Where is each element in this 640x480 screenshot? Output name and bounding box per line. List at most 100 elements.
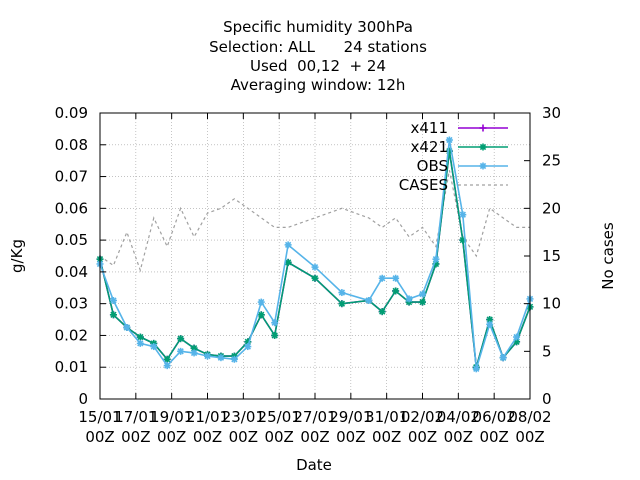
data-point-obs — [459, 211, 467, 219]
data-point-obs — [405, 295, 413, 303]
data-point-obs — [257, 298, 265, 306]
y2-tick-label: 30 — [542, 104, 561, 122]
legend-label-obs: OBS — [417, 157, 448, 175]
x-tick-date-label: 08/02 — [508, 408, 551, 426]
x-tick-hour-label: 00Z — [515, 428, 544, 446]
data-point-x421 — [378, 308, 386, 316]
x-tick-date-label: 27/01 — [293, 408, 336, 426]
data-point-x421 — [311, 274, 319, 282]
data-point-obs — [190, 349, 198, 357]
data-point-obs — [419, 290, 426, 298]
x-tick-hour-label: 00Z — [372, 428, 401, 446]
y-axis-ticks: 0 0.01 0.02 0.03 0.04 0.05 0.06 0.07 0.08 0.09 — [55, 104, 106, 408]
x-tick-date-label: 15/01 — [78, 408, 121, 426]
x-tick-hour-label: 00Z — [121, 428, 150, 446]
y-tick-label: 0.04 — [55, 263, 88, 281]
data-point-x421 — [338, 300, 346, 308]
y-tick-label: 0.02 — [55, 326, 88, 344]
x-tick-date-label: 17/01 — [114, 408, 157, 426]
x-tick-hour-label: 00Z — [300, 428, 329, 446]
data-point-obs — [271, 319, 279, 327]
y2-axis-ticks: 0 5 10 15 20 25 30 — [524, 104, 561, 408]
y-tick-label: 0.07 — [55, 168, 88, 186]
data-point-obs — [150, 343, 158, 351]
data-point-obs — [109, 296, 117, 304]
y-axis-label: g/Kg — [8, 239, 26, 273]
data-point-obs — [486, 320, 494, 328]
y-tick-label: 0.01 — [55, 358, 88, 376]
y2-tick-label: 0 — [542, 390, 552, 408]
y2-tick-label: 5 — [542, 342, 552, 360]
x-tick-hour-label: 00Z — [444, 428, 473, 446]
data-point-obs — [136, 339, 144, 347]
x-tick-date-label: 23/01 — [222, 408, 265, 426]
y-tick-label: 0.05 — [55, 231, 88, 249]
legend-marker-obs — [479, 162, 487, 170]
x-tick-date-label: 02/02 — [401, 408, 444, 426]
y2-tick-label: 15 — [542, 247, 561, 265]
data-point-obs — [378, 274, 386, 282]
x-tick-hour-label: 00Z — [229, 428, 258, 446]
data-point-x421 — [392, 287, 400, 295]
data-point-x421 — [136, 333, 144, 341]
chart-title: Specific humidity 300hPa Selection: ALL … — [209, 18, 427, 94]
x-tick-hour-label: 00Z — [85, 428, 114, 446]
data-point-obs — [432, 255, 440, 263]
data-point-x421 — [190, 344, 198, 352]
legend-marker-x421 — [479, 143, 487, 151]
y2-axis-label: No cases — [599, 222, 617, 290]
data-point-obs — [204, 352, 211, 360]
series-line-x421 — [99, 150, 531, 368]
data-point-obs — [338, 289, 346, 297]
data-point-obs — [244, 343, 252, 351]
y-tick-label: 0.08 — [55, 136, 88, 154]
data-point-obs — [284, 241, 292, 249]
title-line-4: Averaging window: 12h — [231, 76, 406, 94]
data-point-x421 — [177, 335, 185, 343]
x-tick-date-label: 06/02 — [473, 408, 516, 426]
y2-tick-label: 10 — [542, 295, 561, 313]
data-point-obs — [365, 296, 373, 304]
x-axis-ticks: 15/0100Z17/0100Z19/0100Z21/0100Z23/0100Z… — [78, 113, 552, 446]
data-point-obs — [392, 274, 400, 282]
x-tick-date-label: 04/02 — [437, 408, 480, 426]
y-tick-label: 0.09 — [55, 104, 88, 122]
legend-label-cases: CASES — [399, 176, 448, 194]
series-layer — [96, 136, 534, 373]
x-tick-date-label: 21/01 — [186, 408, 229, 426]
x-axis-label: Date — [296, 456, 332, 474]
data-point-x421 — [109, 311, 117, 319]
data-point-obs — [513, 333, 521, 341]
y2-tick-label: 25 — [542, 152, 561, 170]
y-tick-label: 0.06 — [55, 199, 88, 217]
legend-label-x411: x411 — [410, 119, 448, 137]
legend-label-x421: x421 — [410, 138, 448, 156]
data-point-x421 — [163, 355, 171, 363]
data-point-x421 — [257, 311, 265, 319]
data-point-obs — [499, 354, 507, 362]
x-tick-date-label: 31/01 — [365, 408, 408, 426]
x-tick-hour-label: 00Z — [193, 428, 222, 446]
x-tick-date-label: 25/01 — [258, 408, 301, 426]
data-point-obs — [472, 365, 480, 373]
x-tick-hour-label: 00Z — [264, 428, 293, 446]
x-tick-date-label: 19/01 — [150, 408, 193, 426]
data-point-obs — [163, 362, 171, 370]
x-tick-hour-label: 00Z — [479, 428, 508, 446]
x-tick-date-label: 29/01 — [329, 408, 372, 426]
y-tick-label: 0 — [78, 390, 88, 408]
x-tick-hour-label: 00Z — [157, 428, 186, 446]
data-point-x421 — [271, 331, 279, 339]
data-point-obs — [217, 354, 225, 362]
title-line-3: Used 00,12 + 24 — [250, 57, 386, 75]
title-line-1: Specific humidity 300hPa — [223, 18, 413, 36]
data-point-obs — [177, 347, 185, 355]
y-tick-label: 0.03 — [55, 295, 88, 313]
data-point-obs — [123, 324, 131, 331]
title-line-2: Selection: ALL 24 stations — [209, 38, 427, 56]
data-point-obs — [445, 136, 453, 144]
legend-marker-x411 — [479, 124, 487, 132]
data-point-x421 — [419, 298, 426, 306]
